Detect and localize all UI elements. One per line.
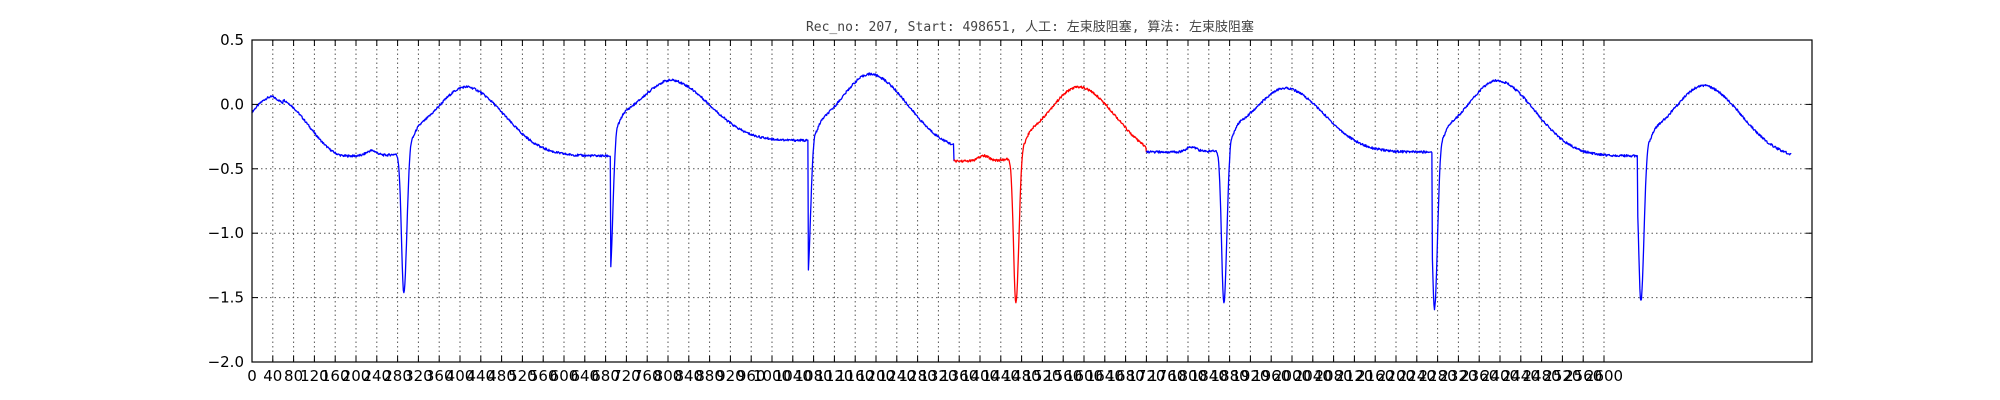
x-tick-label: 1440 bbox=[982, 367, 1020, 385]
x-tick-label: 160 bbox=[321, 367, 350, 385]
x-tick-label: 1120 bbox=[815, 367, 853, 385]
x-tick-label: 880 bbox=[695, 367, 724, 385]
x-tick-label: 1160 bbox=[836, 367, 874, 385]
x-tick-label: 760 bbox=[633, 367, 662, 385]
x-tick-label: 2160 bbox=[1356, 367, 1394, 385]
x-tick-label: 1320 bbox=[919, 367, 957, 385]
x-tick-label: 1360 bbox=[940, 367, 978, 385]
x-tick-label: 2480 bbox=[1523, 367, 1561, 385]
x-tick-label: 560 bbox=[529, 367, 558, 385]
x-tick-label: 1200 bbox=[857, 367, 895, 385]
x-tick-label: 1680 bbox=[1107, 367, 1145, 385]
x-tick-label: 400 bbox=[446, 367, 475, 385]
x-tick-label: 40 bbox=[263, 367, 282, 385]
y-tick-label: −1.5 bbox=[208, 289, 244, 307]
grid-layer bbox=[252, 40, 1812, 362]
x-tick-label: 1880 bbox=[1211, 367, 1249, 385]
plot-frame bbox=[251, 39, 1813, 363]
x-tick-label: 200 bbox=[342, 367, 371, 385]
x-tick-label: 1560 bbox=[1044, 367, 1082, 385]
x-tick-label: 720 bbox=[612, 367, 641, 385]
x-tick-label: 2240 bbox=[1398, 367, 1436, 385]
x-tick-label: 2440 bbox=[1502, 367, 1540, 385]
x-tick-label: 1600 bbox=[1065, 367, 1103, 385]
y-tick-label: −1.0 bbox=[208, 224, 244, 242]
x-tick-label: 920 bbox=[716, 367, 745, 385]
ecg-series-line-0 bbox=[251, 72, 955, 294]
x-tick-label: 680 bbox=[591, 367, 620, 385]
x-tick-label: 1720 bbox=[1127, 367, 1165, 385]
x-tick-label: 1040 bbox=[774, 367, 812, 385]
x-tick-label: 2520 bbox=[1543, 367, 1581, 385]
x-tick-label: 1760 bbox=[1148, 367, 1186, 385]
x-tick-label: 2320 bbox=[1439, 367, 1477, 385]
y-tick-label: 0.5 bbox=[220, 31, 244, 49]
x-tick-label: 1840 bbox=[1190, 367, 1228, 385]
x-tick-label: 2360 bbox=[1460, 367, 1498, 385]
x-tick-label: 2080 bbox=[1315, 367, 1353, 385]
y-tick-label: 0.0 bbox=[220, 95, 244, 113]
x-tick-label: 2200 bbox=[1377, 367, 1415, 385]
x-tick-label: 0 bbox=[247, 367, 257, 385]
x-tick-label: 1080 bbox=[795, 367, 833, 385]
x-tick-label: 1240 bbox=[878, 367, 916, 385]
x-tick-label: 800 bbox=[654, 367, 683, 385]
x-tick-label: 1480 bbox=[1003, 367, 1041, 385]
x-tick-label: 2000 bbox=[1273, 367, 1311, 385]
x-tick-label: 440 bbox=[466, 367, 495, 385]
x-tick-label: 280 bbox=[383, 367, 412, 385]
ecg-series-line-1 bbox=[953, 85, 1148, 304]
x-tick-label: 1000 bbox=[753, 367, 791, 385]
x-tick-label: 2560 bbox=[1564, 367, 1602, 385]
series-layer bbox=[251, 72, 1792, 311]
ecg-series-line-2 bbox=[1145, 79, 1792, 311]
x-tick-label: 1960 bbox=[1252, 367, 1290, 385]
x-tick-label: 120 bbox=[300, 367, 329, 385]
y-tick-label: −2.0 bbox=[208, 353, 244, 371]
x-tick-label: 240 bbox=[362, 367, 391, 385]
x-tick-label: 520 bbox=[508, 367, 537, 385]
x-tick-label: 2040 bbox=[1294, 367, 1332, 385]
x-tick-label: 2600 bbox=[1585, 367, 1623, 385]
x-tick-label: 600 bbox=[550, 367, 579, 385]
x-tick-label: 320 bbox=[404, 367, 433, 385]
x-tick-label: 640 bbox=[570, 367, 599, 385]
x-tick-label: 480 bbox=[487, 367, 516, 385]
x-tick-label: 1520 bbox=[1023, 367, 1061, 385]
x-tick-label: 1400 bbox=[961, 367, 999, 385]
x-tick-label: 2280 bbox=[1419, 367, 1457, 385]
x-tick-label: 1280 bbox=[899, 367, 937, 385]
x-tick-label: 2400 bbox=[1481, 367, 1519, 385]
x-tick-label: 960 bbox=[737, 367, 766, 385]
x-tick-label: 2120 bbox=[1335, 367, 1373, 385]
x-tick-label: 1800 bbox=[1169, 367, 1207, 385]
x-tick-label: 1920 bbox=[1231, 367, 1269, 385]
x-tick-label: 360 bbox=[425, 367, 454, 385]
x-tick-label: 80 bbox=[284, 367, 303, 385]
tick-layer: 0.50.0−0.5−1.0−1.5−2.00 40 801201602002402… bbox=[208, 31, 1812, 385]
chart-title: Rec_no: 207, Start: 498651, 人工: 左束肢阻塞, 算… bbox=[806, 19, 1254, 35]
x-tick-label: 840 bbox=[674, 367, 703, 385]
y-tick-label: −0.5 bbox=[208, 160, 244, 178]
x-tick-label: 1640 bbox=[1086, 367, 1124, 385]
